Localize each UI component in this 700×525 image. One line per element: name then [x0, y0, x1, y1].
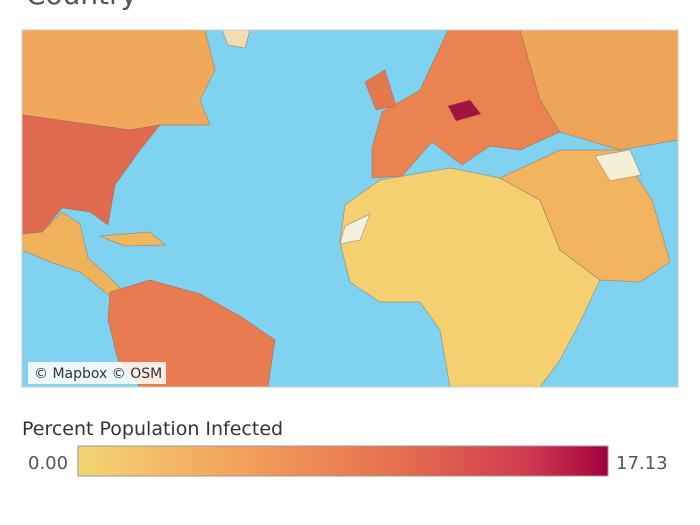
turkmenistan	[594, 149, 642, 182]
uk	[364, 69, 397, 111]
attribution[interactable]: © Mapbox © OSM	[34, 366, 162, 382]
map-border	[21, 29, 679, 388]
mexico	[22, 211, 123, 297]
south-america	[107, 279, 276, 387]
title: Country	[26, 0, 137, 11]
map: © Mapbox © OSM	[22, 30, 678, 387]
legend-title: Percent Population Infected	[22, 418, 283, 440]
canada	[22, 30, 216, 131]
legend-gradient	[77, 445, 609, 477]
africa	[339, 167, 601, 387]
attribution-box	[28, 362, 166, 384]
legend-max: 17.13	[616, 453, 668, 474]
caribbean	[99, 231, 166, 247]
western-sahara	[339, 213, 371, 245]
middle-east	[499, 149, 671, 283]
greenland	[221, 30, 251, 49]
legend-min: 0.00	[28, 453, 68, 474]
czechia	[447, 99, 482, 122]
